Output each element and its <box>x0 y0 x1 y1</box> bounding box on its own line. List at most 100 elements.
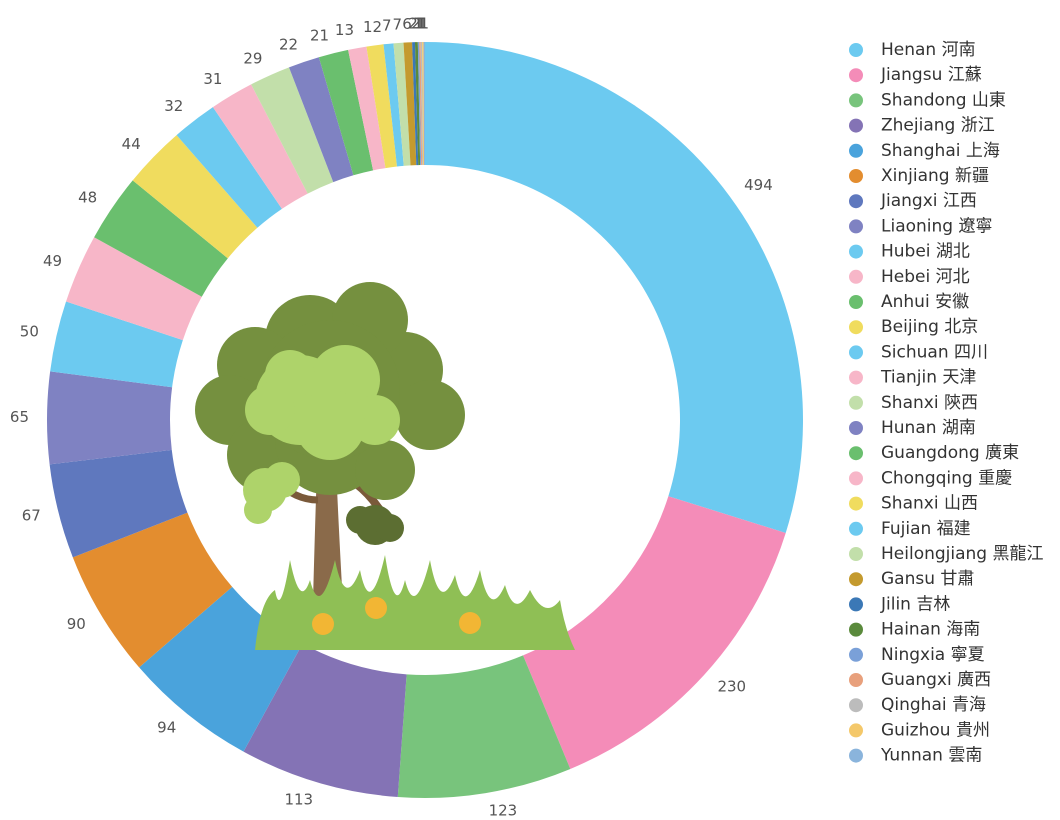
slice <box>523 496 786 769</box>
slice <box>47 371 173 465</box>
legend-label: Beijing 北京 <box>881 317 978 337</box>
legend-label: Xinjiang 新疆 <box>881 166 989 186</box>
legend-label: Hubei 湖北 <box>881 242 970 262</box>
legend-label: Qinghai 青海 <box>881 695 986 715</box>
legend-swatch <box>849 673 863 687</box>
value-label: 31 <box>203 70 222 88</box>
slice <box>420 42 424 166</box>
legend-swatch <box>849 698 863 713</box>
slice <box>318 49 374 176</box>
legend-label: Shanxi 陝西 <box>881 393 978 413</box>
slice <box>212 84 308 209</box>
value-label: 44 <box>122 135 141 153</box>
slice <box>49 449 188 558</box>
slice <box>412 42 419 166</box>
value-label: 2 <box>408 15 418 33</box>
legend-label: Zhejiang 浙江 <box>881 116 995 136</box>
legend-label: Ningxia 寧夏 <box>881 645 985 665</box>
legend-swatch <box>849 43 863 57</box>
legend-swatch <box>849 194 863 209</box>
legend-swatch <box>849 269 863 284</box>
slice <box>366 44 397 169</box>
value-label: 50 <box>20 323 39 341</box>
value-label: 13 <box>335 21 354 39</box>
slice <box>132 135 258 259</box>
legend-label: Shanxi 山西 <box>881 494 978 514</box>
legend-swatch <box>849 169 863 183</box>
legend-swatch <box>849 68 863 83</box>
slice <box>94 180 228 297</box>
value-label: 1 <box>416 15 426 33</box>
value-label: 67 <box>22 506 41 524</box>
value-label: 94 <box>157 719 176 737</box>
slice <box>393 42 411 166</box>
slice <box>423 42 425 166</box>
legend-swatch <box>849 597 863 612</box>
legend-swatch <box>849 723 863 738</box>
legend-swatch <box>849 345 863 360</box>
legend-label: Hainan 海南 <box>881 620 980 640</box>
value-label: 6 <box>402 15 412 33</box>
slice <box>403 42 417 166</box>
legend-swatch <box>849 446 863 461</box>
legend-label: Heilongjiang 黑龍江 <box>881 544 1044 564</box>
slice <box>348 46 386 171</box>
legend-swatch <box>849 244 863 259</box>
legend-label: Guizhou 貴州 <box>881 720 990 740</box>
legend-swatch <box>849 395 863 410</box>
legend-swatch <box>849 93 863 108</box>
legend-swatch <box>849 320 863 335</box>
legend-swatch <box>849 521 863 536</box>
value-label: 1 <box>413 15 423 33</box>
legend-label: Fujian 福建 <box>881 519 971 539</box>
legend-swatch <box>849 496 863 511</box>
value-label: 494 <box>744 176 773 194</box>
legend-swatch <box>849 421 863 435</box>
slice <box>72 512 233 668</box>
slice <box>289 57 354 183</box>
legend-label: Shanghai 上海 <box>881 141 1000 161</box>
legend-label: Jilin 吉林 <box>880 594 950 614</box>
value-label: 65 <box>10 408 29 426</box>
value-label: 49 <box>43 252 62 270</box>
value-label: 21 <box>310 26 329 44</box>
legend-label: Liaoning 遼寧 <box>881 216 992 236</box>
slice <box>419 42 423 166</box>
legend-swatch <box>849 295 863 309</box>
legend-swatch <box>849 370 863 385</box>
legend: Henan 河南 Jiangsu 江蘇 Shandong 山東 Zhejiang 浙江… <box>849 40 1044 766</box>
slice <box>422 42 425 166</box>
legend-swatch <box>849 547 863 561</box>
slice <box>417 42 422 166</box>
value-label: 113 <box>284 790 313 808</box>
slice <box>383 43 404 167</box>
legend-label: Sichuan 四川 <box>881 342 988 362</box>
legend-swatch <box>849 647 863 662</box>
value-label: 123 <box>489 801 518 819</box>
value-label: 1 <box>418 15 428 33</box>
legend-swatch <box>849 748 863 763</box>
legend-label: Tianjin 天津 <box>880 368 976 388</box>
value-label: 29 <box>243 49 262 67</box>
slice <box>243 643 407 798</box>
value-label: 48 <box>78 188 97 206</box>
legend-label: Chongqing 重慶 <box>881 468 1012 488</box>
value-label: 2 <box>411 15 421 33</box>
value-label: 1 <box>419 15 429 33</box>
value-label: 90 <box>67 615 86 633</box>
legend-swatch <box>849 143 863 158</box>
value-label: 32 <box>164 97 183 115</box>
legend-swatch <box>849 219 863 234</box>
slice <box>251 67 334 194</box>
legend-label: Hebei 河北 <box>881 267 970 287</box>
value-label: 12 <box>363 18 382 36</box>
slice <box>414 42 421 166</box>
slice <box>50 301 183 388</box>
legend-label: Shandong 山東 <box>881 90 1006 110</box>
slice <box>176 107 282 228</box>
value-label: 7 <box>382 16 392 34</box>
legend-label: Hunan 湖南 <box>881 418 976 438</box>
value-label: 1 <box>415 15 425 33</box>
